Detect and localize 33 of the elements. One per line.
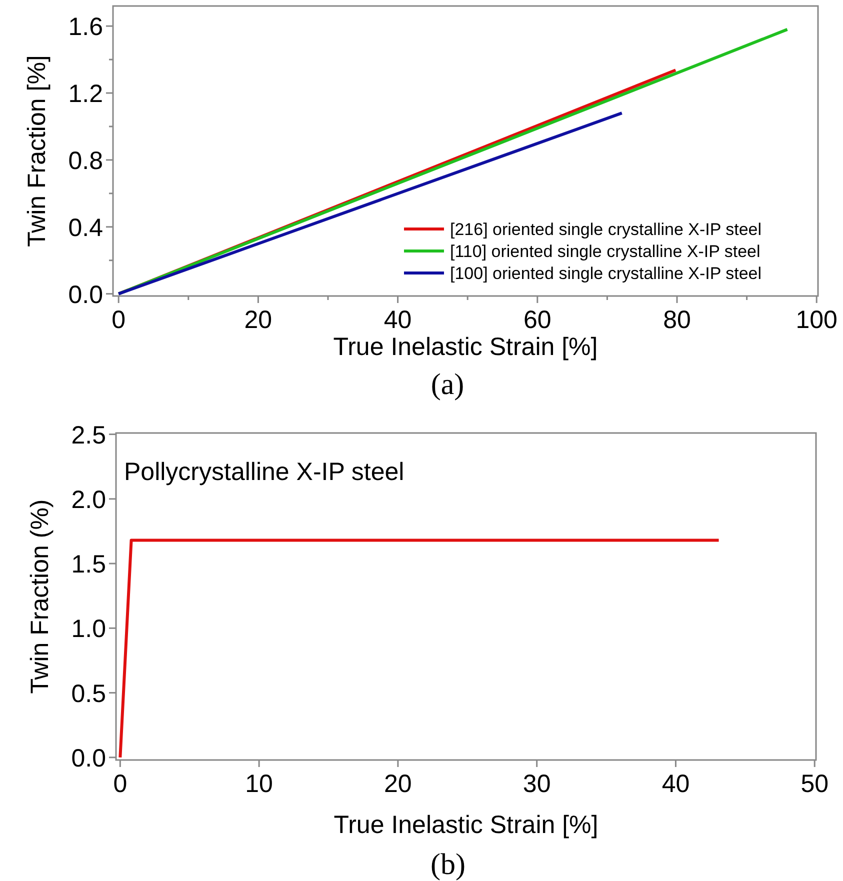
legend-label: [100] oriented single crystalline X-IP steel — [450, 264, 762, 283]
x-tick-label: 20 — [384, 770, 412, 798]
x-tick-label: 50 — [800, 770, 829, 798]
legend-label: [216] oriented single crystalline X-IP steel — [450, 220, 762, 239]
y-axis-title: Twin Fraction [%] — [23, 55, 51, 247]
x-tick-label: 60 — [523, 306, 552, 334]
y-tick-label: 2.5 — [71, 421, 106, 450]
x-tick-label: 0 — [113, 770, 128, 798]
x-axis-title: True Inelastic Strain [%] — [333, 333, 598, 361]
y-tick-label: 1.0 — [71, 615, 106, 644]
annotation: Pollycrystalline X-IP steel — [124, 458, 404, 486]
x-tick-label: 100 — [796, 306, 838, 334]
y-tick-label: 0.4 — [68, 214, 104, 242]
y-tick-label: 0.5 — [71, 680, 106, 708]
x-tick-label: 40 — [384, 306, 412, 334]
x-tick-label: 30 — [522, 770, 551, 798]
y-tick-label: 2.0 — [71, 486, 106, 514]
y-tick-label: 1.2 — [68, 80, 103, 108]
y-tick-label: 0.0 — [68, 280, 103, 309]
y-tick-label: 1.6 — [68, 13, 103, 42]
y-tick-label: 0.0 — [71, 744, 106, 772]
y-axis-title: Twin Fraction (%) — [26, 499, 54, 694]
x-tick-label: 80 — [663, 306, 691, 334]
x-tick-label: 20 — [244, 306, 272, 334]
text: (a) — [430, 368, 464, 401]
x-tick-label: 0 — [112, 306, 126, 334]
x-axis-title: True Inelastic Strain [%] — [334, 811, 598, 839]
y-tick-label: 1.5 — [71, 550, 106, 579]
y-tick-label: 0.8 — [68, 146, 103, 175]
x-tick-label: 10 — [245, 770, 273, 798]
text: (b) — [430, 848, 466, 881]
legend-label: [110] oriented single crystalline X-IP steel — [450, 242, 760, 261]
x-tick-label: 40 — [662, 770, 690, 798]
